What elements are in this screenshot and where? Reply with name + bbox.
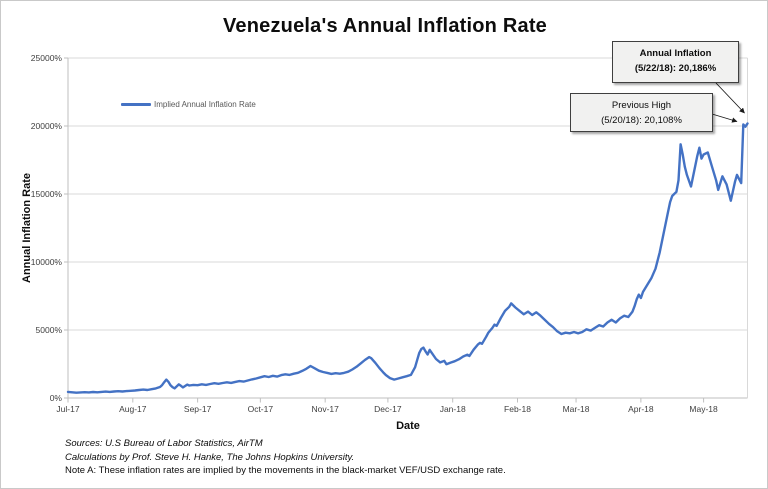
x-tick-label: Feb-18: [504, 404, 531, 414]
footer-sources: Sources: U.S Bureau of Labor Statistics,…: [65, 438, 263, 449]
x-tick-label: Dec-17: [374, 404, 402, 414]
x-tick-label: Nov-17: [311, 404, 339, 414]
x-tick-label: Oct-17: [247, 404, 274, 414]
callout-annual-inflation-title: Annual Inflation: [639, 48, 712, 59]
x-tick-label: Jan-18: [439, 404, 466, 414]
footer-calculations: Calculations by Prof. Steve H. Hanke, Th…: [65, 451, 355, 463]
legend-line-swatch: [121, 102, 151, 106]
y-tick-label: 25000%: [30, 53, 62, 63]
callout-previous-high-title: Previous High: [611, 100, 672, 111]
arrow-previous-high: [711, 113, 738, 123]
y-tick-label: 15000%: [30, 189, 62, 199]
callout-annual-inflation: Annual Inflation (5/22/18): 20,186%: [612, 41, 739, 83]
x-tick-label: May-18: [689, 404, 718, 414]
callout-previous-high: Previous High (5/20/18): 20,108%: [570, 93, 713, 132]
legend-label: Implied Annual Inflation Rate: [154, 99, 256, 109]
callout-annual-inflation-value: (5/22/18): 20,186%: [634, 63, 717, 74]
legend: Implied Annual Inflation Rate: [121, 99, 256, 109]
x-tick-label: Apr-18: [628, 404, 654, 414]
x-tick-label: Mar-18: [562, 404, 590, 414]
y-tick-label: 5000%: [35, 325, 62, 335]
inflation-line: [66, 122, 749, 394]
chart-title: Venezuela's Annual Inflation Rate: [222, 15, 547, 37]
x-tick-label: Sep-17: [183, 404, 212, 414]
footer-notes: Sources: U.S Bureau of Labor Statistics,…: [65, 437, 725, 478]
x-tick-label: Aug-17: [119, 404, 147, 414]
footer-note-a: Note A: These inflation rates are implie…: [65, 465, 506, 476]
y-axis-title: Annual Inflation Rate: [21, 173, 33, 283]
y-tick-label: 0%: [49, 393, 62, 403]
y-tick-label: 20000%: [30, 121, 62, 131]
x-axis-title: Date: [396, 420, 420, 432]
x-tick-label: Jul-17: [56, 404, 80, 414]
y-tick-label: 10000%: [30, 257, 62, 267]
callout-previous-high-value: (5/20/18): 20,108%: [601, 115, 682, 126]
arrow-annual-inflation: [715, 82, 745, 114]
